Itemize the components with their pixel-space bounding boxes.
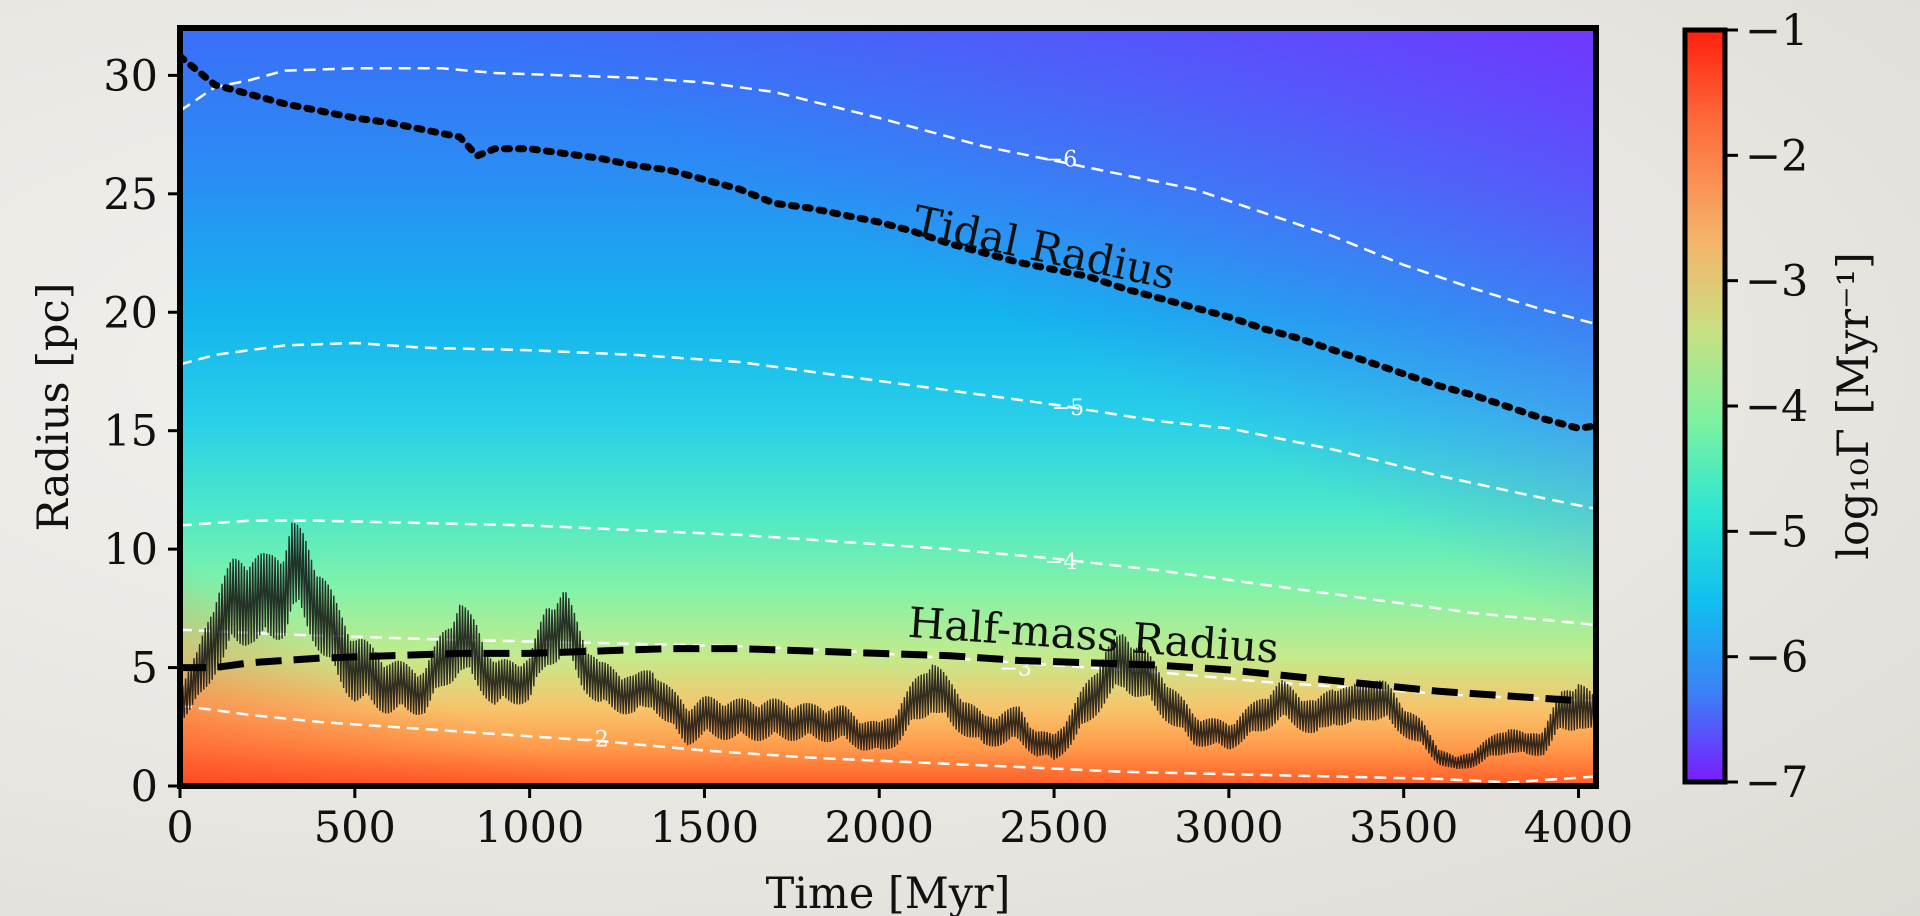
y-tick-label: 20 — [103, 288, 158, 338]
contour-line — [180, 341, 1596, 511]
contour-line — [180, 704, 1596, 784]
colorbar-tick-label: −7 — [1745, 758, 1808, 808]
colorbar — [1682, 27, 1728, 785]
x-axis-label: Time [Myr] — [766, 869, 1011, 916]
y-tick-label: 15 — [103, 407, 158, 457]
x-tick-label: 3500 — [1349, 803, 1458, 853]
y-tick-label: 25 — [103, 170, 158, 220]
tidal-radius-line — [180, 52, 1596, 432]
colorbar-tick-label: −5 — [1745, 507, 1808, 557]
colorbar-tick-label: −4 — [1745, 382, 1808, 432]
contour-label: −2 — [576, 728, 608, 753]
heatmap-overlay — [180, 28, 1596, 786]
y-tick-label: 0 — [131, 762, 158, 812]
contour-line — [180, 67, 1596, 326]
colorbar-tick-label: −6 — [1745, 633, 1808, 683]
contour-labels: −6−5−4−3−2 — [576, 147, 1084, 752]
contour-label: −6 — [1045, 147, 1077, 172]
x-tick-label: 0 — [166, 803, 193, 853]
x-tick-label: 2500 — [999, 803, 1108, 853]
colorbar-label: log₁₀Γ [Myr⁻¹] — [1829, 252, 1879, 560]
x-tick-label: 1000 — [475, 803, 584, 853]
y-tick-label: 10 — [103, 525, 158, 575]
y-axis-ticks: 0 5 10 15 20 25 30 — [103, 51, 180, 812]
contour-label: −4 — [1045, 550, 1077, 575]
contour-label: −5 — [1052, 396, 1084, 421]
series-layer — [180, 52, 1596, 769]
y-tick-label: 5 — [131, 644, 158, 694]
contour-line — [180, 519, 1596, 627]
colorbar-ticks: −1 −2 −3 −4 −5 −6 −7 — [1725, 6, 1808, 808]
colorbar-tick-label: −1 — [1745, 6, 1808, 56]
x-tick-label: 1500 — [650, 803, 759, 853]
colorbar-tick-label: −3 — [1745, 257, 1808, 307]
y-tick-label: 30 — [103, 51, 158, 101]
half-mass-oscillation-line — [180, 522, 1596, 769]
colorbar-tick-label: −2 — [1745, 131, 1808, 181]
x-tick-label: 500 — [314, 803, 396, 853]
plot-frame — [177, 25, 1599, 789]
x-tick-label: 2000 — [825, 803, 934, 853]
half-mass-radius-line — [180, 645, 1579, 705]
contour-lines — [180, 67, 1596, 784]
x-tick-label: 3000 — [1174, 803, 1283, 853]
x-tick-label: 4000 — [1524, 803, 1633, 853]
x-axis-ticks: 0 500 1000 1500 2000 2500 3000 3500 4000 — [166, 786, 1633, 853]
y-axis-label: Radius [pc] — [29, 283, 79, 532]
